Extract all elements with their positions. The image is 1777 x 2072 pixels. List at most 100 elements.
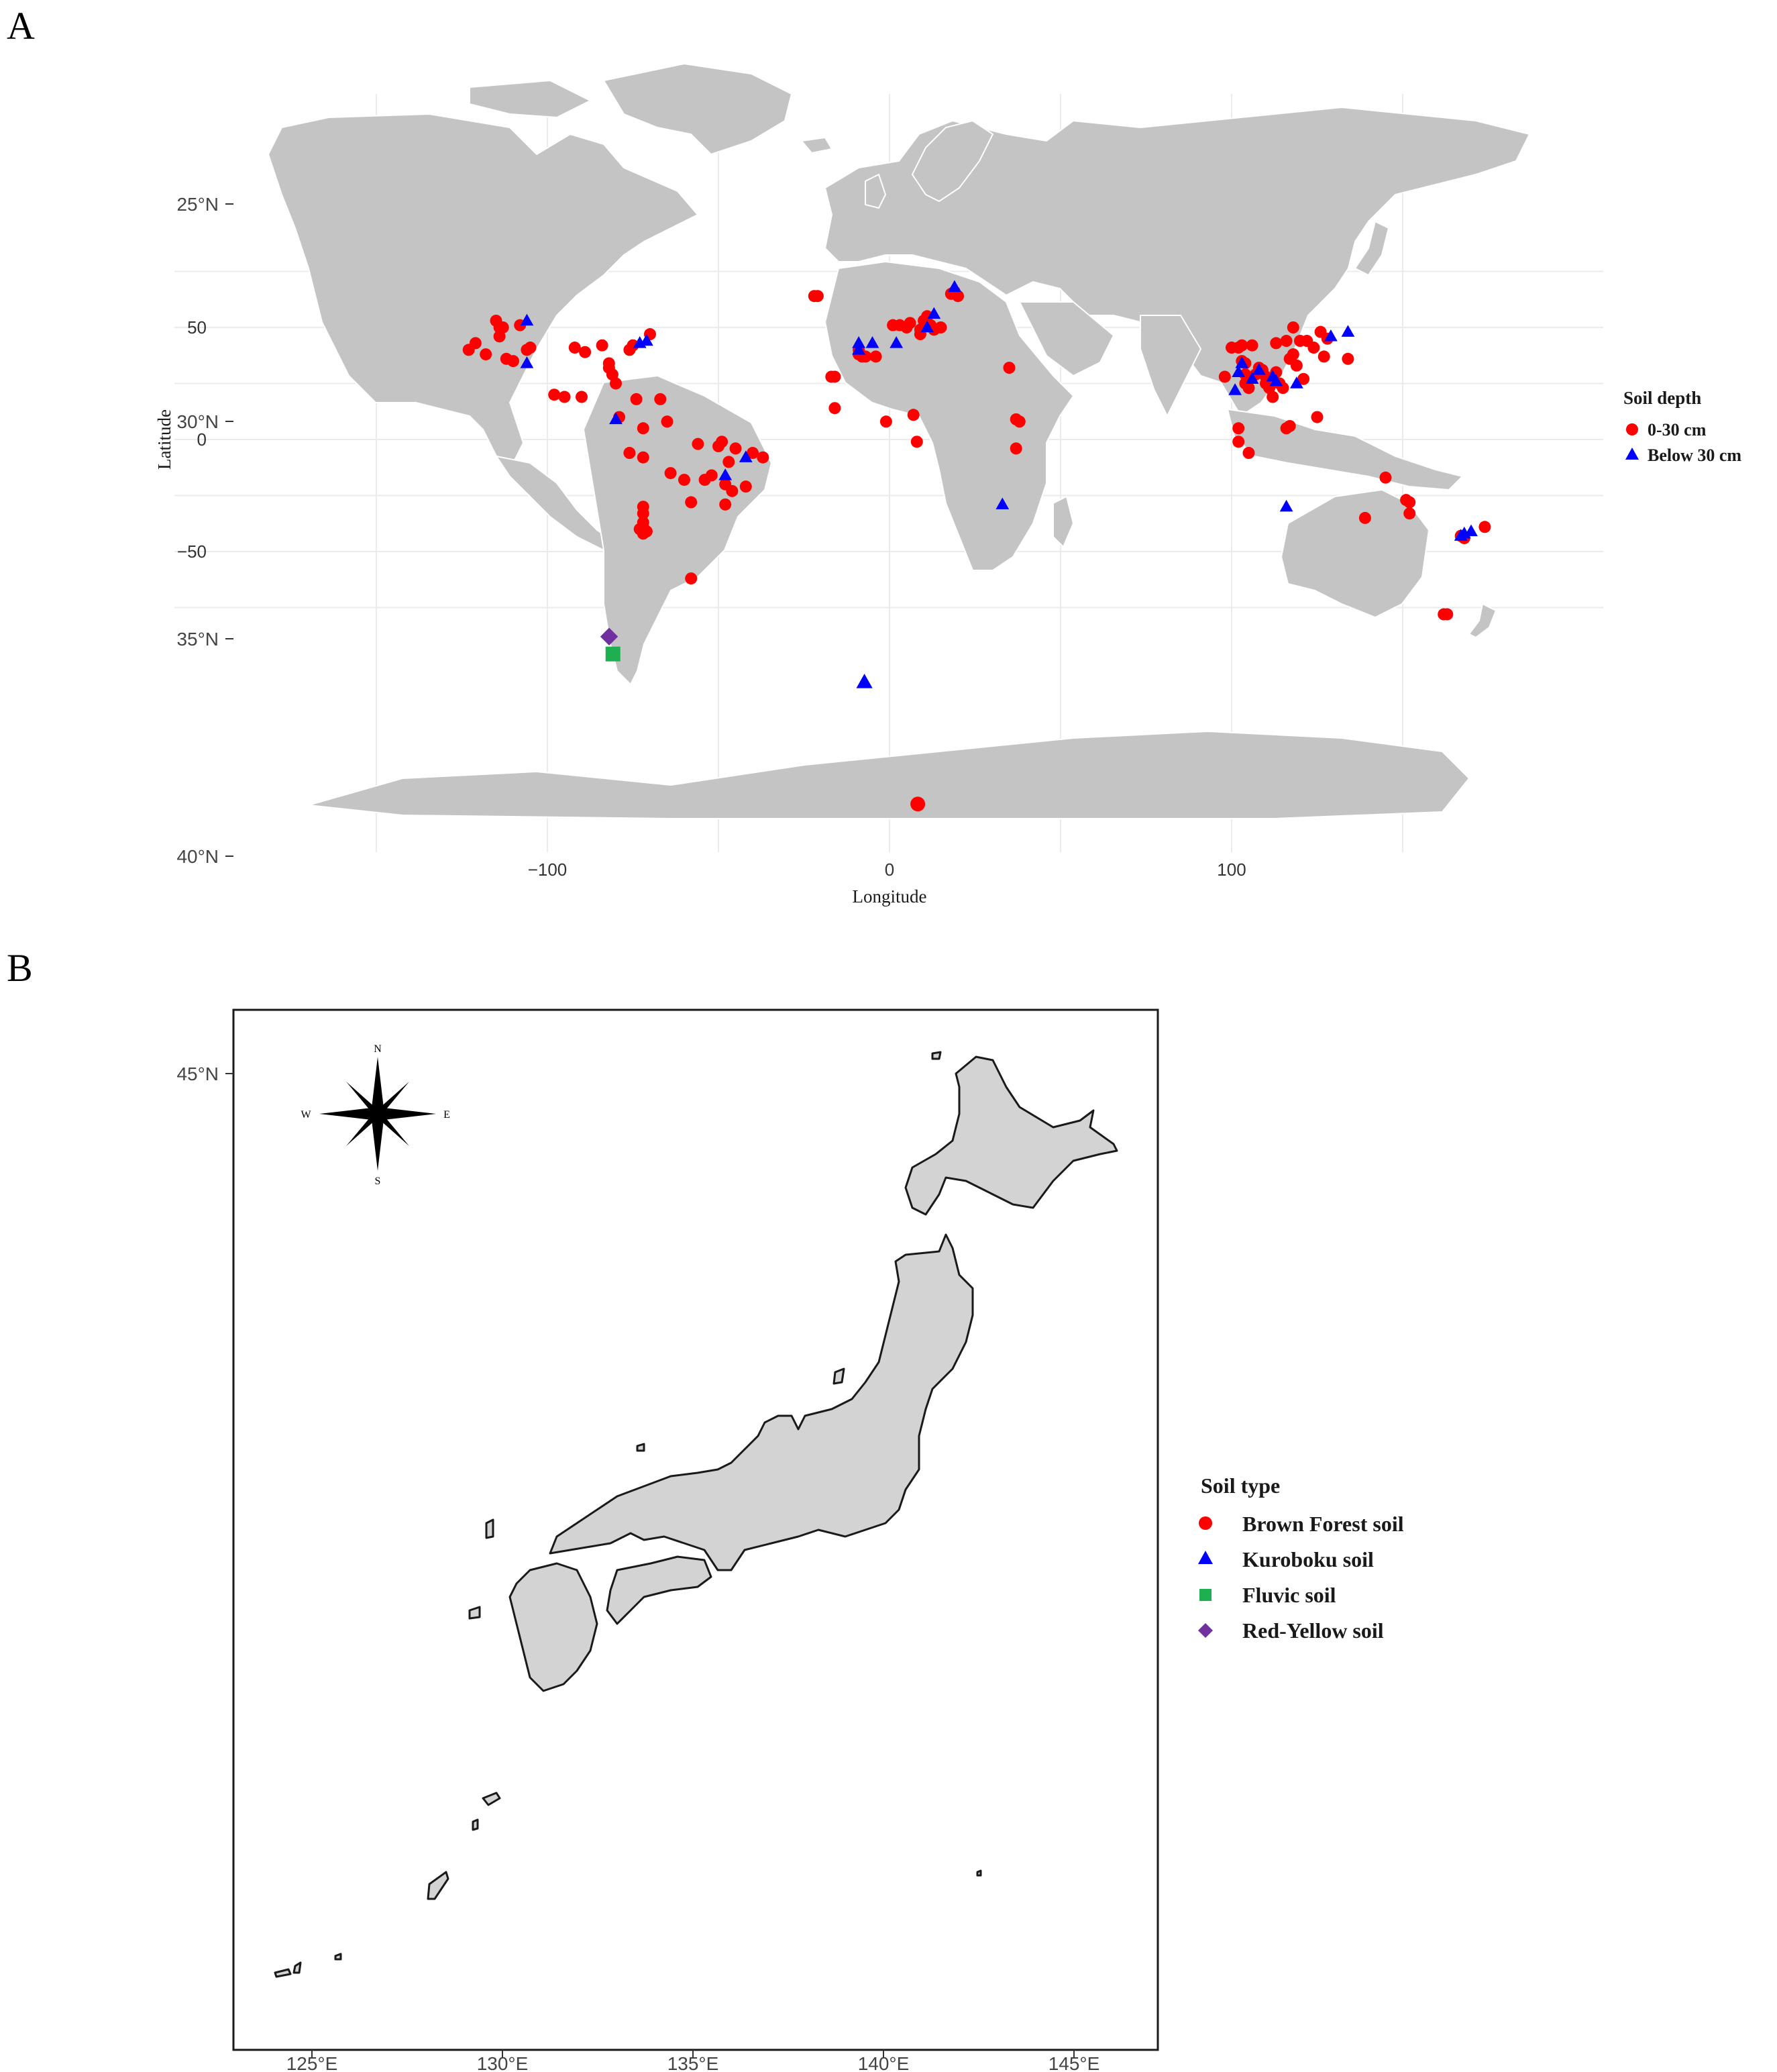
panel-b-legend-label-3: Fluvic soil bbox=[1242, 1583, 1336, 1607]
land-kyushu bbox=[508, 1562, 598, 1692]
x-tick-label: 140°E bbox=[858, 2053, 910, 2072]
point-below-30cm bbox=[718, 468, 733, 480]
point-below-30cm bbox=[852, 343, 865, 355]
panel-b: B bbox=[7, 194, 1404, 2072]
land-australia bbox=[1280, 488, 1430, 619]
point-below-30cm bbox=[1228, 383, 1242, 395]
compass-label-e: E bbox=[443, 1109, 450, 1121]
x-tick-label: 130°E bbox=[477, 2053, 529, 2072]
point-0-30cm bbox=[524, 342, 537, 354]
point-0-30cm bbox=[910, 435, 923, 448]
point-0-30cm bbox=[1280, 335, 1293, 348]
land-scandinavia bbox=[911, 119, 994, 203]
compass-label-n: N bbox=[374, 1043, 382, 1055]
panel-a-y-axis-label: Latitude bbox=[154, 409, 174, 470]
compass-needle-east bbox=[378, 1107, 436, 1121]
point-0-30cm bbox=[904, 317, 916, 329]
y-tick-label: 30°N bbox=[176, 411, 219, 432]
point-0-30cm bbox=[630, 393, 643, 405]
point-brown-forest-soil bbox=[910, 796, 926, 812]
point-0-30cm bbox=[1287, 348, 1299, 361]
point-0-30cm bbox=[729, 442, 742, 455]
point-0-30cm bbox=[1218, 370, 1231, 383]
panel-a-axes: −100 0 100 50 0 −50 Longitude Latitude bbox=[154, 317, 1246, 907]
panel-b-legend-label-4: Red-Yellow soil bbox=[1242, 1618, 1384, 1643]
panel-b-x-ticks: 125°E 130°E 135°E 140°E 145°E bbox=[286, 2050, 1100, 2072]
point-0-30cm bbox=[685, 496, 698, 509]
point-0-30cm bbox=[1246, 339, 1258, 352]
point-0-30cm bbox=[1379, 471, 1392, 484]
panel-a-data-points bbox=[462, 280, 1491, 621]
point-below-30cm bbox=[1232, 365, 1246, 377]
point-below-30cm bbox=[948, 280, 961, 293]
panel-a-legend-title: Soil depth bbox=[1623, 388, 1701, 408]
point-0-30cm bbox=[579, 346, 592, 358]
point-0-30cm bbox=[1441, 608, 1454, 621]
point-below-30cm bbox=[1324, 329, 1338, 342]
point-0-30cm bbox=[469, 337, 482, 350]
point-below-30cm bbox=[852, 336, 865, 348]
point-0-30cm bbox=[1267, 391, 1279, 403]
point-0-30cm bbox=[507, 355, 519, 368]
legend-swatch-below-30cm bbox=[1625, 448, 1639, 460]
point-below-30cm bbox=[520, 356, 534, 368]
land-new-zealand bbox=[1468, 603, 1497, 639]
point-0-30cm bbox=[1242, 382, 1255, 395]
japan-land bbox=[274, 1051, 1118, 1978]
point-below-30cm bbox=[1279, 499, 1293, 512]
point-0-30cm bbox=[480, 348, 492, 361]
point-0-30cm bbox=[627, 339, 639, 352]
point-0-30cm bbox=[1270, 337, 1283, 350]
panel-b-legend-title: Soil type bbox=[1201, 1473, 1280, 1498]
point-0-30cm bbox=[879, 415, 892, 428]
point-0-30cm bbox=[828, 402, 841, 415]
point-0-30cm bbox=[1287, 321, 1299, 333]
land-rishiri bbox=[931, 1051, 942, 1060]
panel-b-data-points bbox=[600, 627, 926, 812]
land-ryukyu-2 bbox=[472, 1818, 479, 1831]
point-0-30cm bbox=[1013, 415, 1026, 428]
point-0-30cm bbox=[1342, 352, 1354, 365]
point-0-30cm bbox=[869, 350, 882, 363]
point-0-30cm bbox=[623, 447, 636, 460]
point-0-30cm bbox=[661, 415, 674, 428]
point-0-30cm bbox=[692, 437, 704, 450]
land-arctic-islands bbox=[469, 79, 592, 119]
x-tick-label: 145°E bbox=[1048, 2053, 1100, 2072]
point-below-30cm bbox=[1290, 376, 1303, 389]
point-below-30cm bbox=[927, 307, 941, 319]
land-africa bbox=[824, 260, 1075, 571]
y-tick-label: 25°N bbox=[176, 194, 219, 215]
y-tick-label: 0 bbox=[197, 429, 207, 450]
legend-swatch-brown-forest bbox=[1199, 1516, 1212, 1530]
panel-a-x-ticks: −100 0 100 bbox=[528, 860, 1246, 880]
land-india bbox=[1140, 315, 1202, 418]
point-below-30cm bbox=[920, 320, 934, 333]
point-0-30cm bbox=[568, 342, 581, 354]
legend-swatch-fluvic bbox=[1199, 1589, 1211, 1601]
point-0-30cm bbox=[1236, 339, 1248, 352]
land-oki bbox=[636, 1443, 645, 1452]
point-0-30cm bbox=[493, 330, 506, 343]
point-0-30cm bbox=[934, 321, 947, 333]
point-0-30cm bbox=[1010, 442, 1022, 455]
point-0-30cm bbox=[1358, 511, 1371, 524]
compass-rose: N S E W bbox=[301, 1043, 449, 1187]
panel-a-x-axis-label: Longitude bbox=[853, 886, 927, 907]
point-0-30cm bbox=[726, 484, 739, 497]
x-tick-label: 100 bbox=[1217, 860, 1246, 880]
point-0-30cm bbox=[1232, 435, 1245, 448]
land-madagascar bbox=[1053, 495, 1075, 548]
land-greenland bbox=[602, 62, 793, 156]
point-0-30cm bbox=[1317, 350, 1330, 363]
land-shikoku bbox=[606, 1555, 712, 1625]
point-below-30cm bbox=[865, 336, 879, 348]
point-0-30cm bbox=[1478, 521, 1491, 533]
point-0-30cm bbox=[610, 377, 622, 390]
point-0-30cm bbox=[722, 456, 735, 468]
point-0-30cm bbox=[664, 467, 677, 480]
point-0-30cm bbox=[1297, 372, 1310, 385]
legend-swatch-kuroboku bbox=[1198, 1551, 1213, 1564]
panel-b-legend: Soil type Brown Forest soil Kuroboku soi… bbox=[1198, 1473, 1404, 1643]
x-tick-label: 0 bbox=[885, 860, 894, 880]
